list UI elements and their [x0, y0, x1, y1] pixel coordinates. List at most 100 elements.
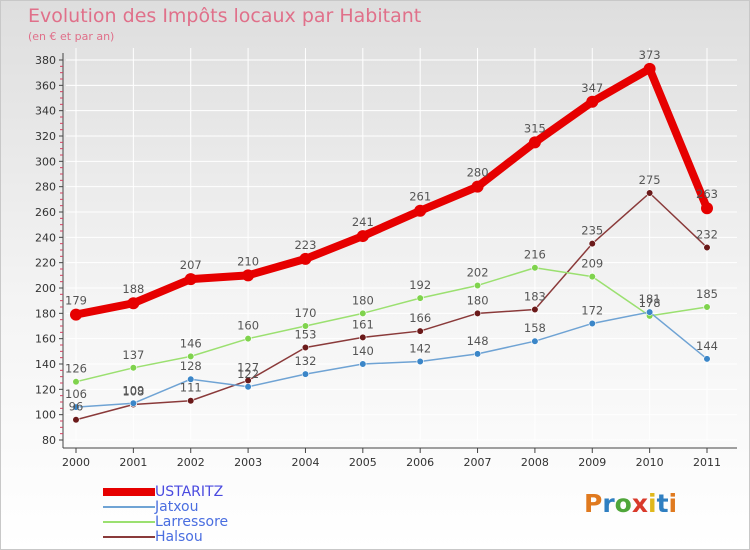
y-tick-label: 300	[35, 155, 56, 168]
data-point-ustaritz	[701, 202, 713, 215]
x-tick-label: 2003	[234, 456, 262, 469]
data-label-larressore: 170	[294, 306, 316, 320]
data-label-jatxou: 172	[581, 303, 603, 317]
data-label-halsou: 275	[639, 173, 661, 187]
y-tick-label: 100	[35, 409, 56, 422]
y-tick-label: 380	[35, 54, 56, 67]
data-point-larressore	[359, 309, 367, 317]
data-point-ustaritz	[70, 308, 82, 321]
data-point-jatxou	[72, 403, 80, 411]
x-tick-label: 2001	[119, 456, 147, 469]
data-point-ustaritz	[242, 269, 255, 282]
data-point-jatxou	[244, 383, 252, 391]
data-point-jatxou	[301, 370, 310, 378]
x-tick-label: 2009	[578, 456, 606, 469]
data-label-larressore: 178	[639, 296, 661, 310]
y-tick-label: 140	[35, 358, 56, 371]
x-tick-label: 2000	[62, 456, 90, 469]
data-point-larressore	[473, 281, 482, 290]
y-tick-label: 260	[35, 206, 56, 219]
data-point-larressore	[703, 303, 711, 311]
x-tick-label: 2005	[349, 456, 377, 469]
chart-title: Evolution des Impôts locaux par Habitant	[28, 5, 422, 27]
data-point-halsou	[703, 243, 711, 252]
legend-swatch	[103, 536, 155, 538]
data-label-larressore: 192	[409, 278, 431, 292]
data-point-larressore	[531, 264, 539, 272]
data-label-halsou: 235	[581, 224, 603, 238]
x-tick-label: 2002	[177, 456, 205, 469]
logo-letter: x	[631, 489, 648, 518]
y-tick-label: 360	[35, 79, 56, 92]
data-label-halsou: 166	[409, 311, 431, 325]
y-tick-label: 200	[35, 282, 56, 295]
data-point-ustaritz	[184, 273, 197, 286]
data-point-larressore	[588, 273, 596, 281]
chart-subtitle: (en € et par an)	[28, 30, 115, 43]
data-label-ustaritz: 373	[639, 48, 661, 62]
data-label-halsou: 232	[696, 227, 718, 241]
data-point-halsou	[473, 309, 482, 317]
data-label-halsou: 153	[294, 328, 316, 342]
logo-letter: t	[656, 489, 669, 518]
data-label-larressore: 126	[65, 362, 87, 376]
data-label-halsou: 127	[237, 360, 259, 374]
y-tick-label: 220	[35, 257, 56, 270]
data-point-larressore	[187, 352, 195, 361]
data-label-larressore: 160	[237, 319, 259, 333]
data-point-larressore	[129, 364, 137, 372]
data-point-halsou	[531, 305, 539, 314]
data-point-jatxou	[416, 357, 424, 366]
data-point-jatxou	[531, 337, 539, 345]
data-label-larressore: 202	[467, 265, 489, 279]
x-tick-label: 2004	[291, 456, 319, 469]
data-point-jatxou	[473, 350, 482, 358]
data-label-larressore: 137	[122, 348, 144, 362]
data-label-jatxou: 148	[467, 334, 489, 348]
data-label-halsou: 108	[122, 385, 144, 399]
logo-letter: i	[648, 489, 657, 518]
data-point-larressore	[301, 322, 310, 330]
data-label-jatxou: 140	[352, 344, 374, 358]
data-label-jatxou: 144	[696, 339, 718, 353]
data-point-jatxou	[187, 375, 195, 383]
data-label-ustaritz: 207	[180, 258, 202, 272]
data-label-jatxou: 158	[524, 321, 546, 335]
data-label-jatxou: 181	[639, 292, 661, 306]
data-point-ustaritz	[356, 230, 369, 243]
data-point-ustaritz	[471, 180, 484, 193]
data-label-halsou: 180	[467, 293, 489, 307]
x-tick-label: 2010	[636, 456, 664, 469]
series-line-halsou	[75, 192, 708, 421]
data-label-jatxou: 142	[409, 341, 431, 355]
y-tick-label: 280	[35, 181, 56, 194]
series-line-larressore	[75, 266, 708, 383]
legend-label: Jatxou	[155, 499, 199, 515]
y-tick-label: 120	[35, 383, 56, 396]
data-point-ustaritz	[586, 95, 599, 108]
data-label-ustaritz: 179	[65, 294, 87, 308]
data-point-ustaritz	[643, 62, 656, 75]
data-point-larressore	[244, 335, 252, 343]
data-label-larressore: 209	[581, 257, 603, 271]
data-label-halsou: 161	[352, 317, 374, 331]
data-label-larressore: 185	[696, 287, 718, 301]
x-tick-label: 2006	[406, 456, 434, 469]
data-point-jatxou	[129, 399, 137, 407]
data-point-ustaritz	[414, 204, 427, 217]
data-point-ustaritz	[528, 136, 541, 149]
data-point-larressore	[72, 378, 80, 386]
data-point-jatxou	[359, 360, 367, 368]
y-tick-label: 180	[35, 307, 56, 320]
data-point-larressore	[416, 294, 424, 302]
data-label-ustaritz: 261	[409, 190, 431, 204]
legend-label: Larressore	[155, 514, 229, 530]
x-tick-label: 2011	[693, 456, 721, 469]
data-label-jatxou: 132	[294, 354, 316, 368]
legend-label: USTARITZ	[155, 484, 224, 500]
data-label-halsou: 96	[69, 400, 84, 414]
data-point-halsou	[72, 416, 80, 424]
series-line-ustaritz	[72, 64, 711, 319]
data-label-jatxou: 128	[180, 359, 202, 373]
